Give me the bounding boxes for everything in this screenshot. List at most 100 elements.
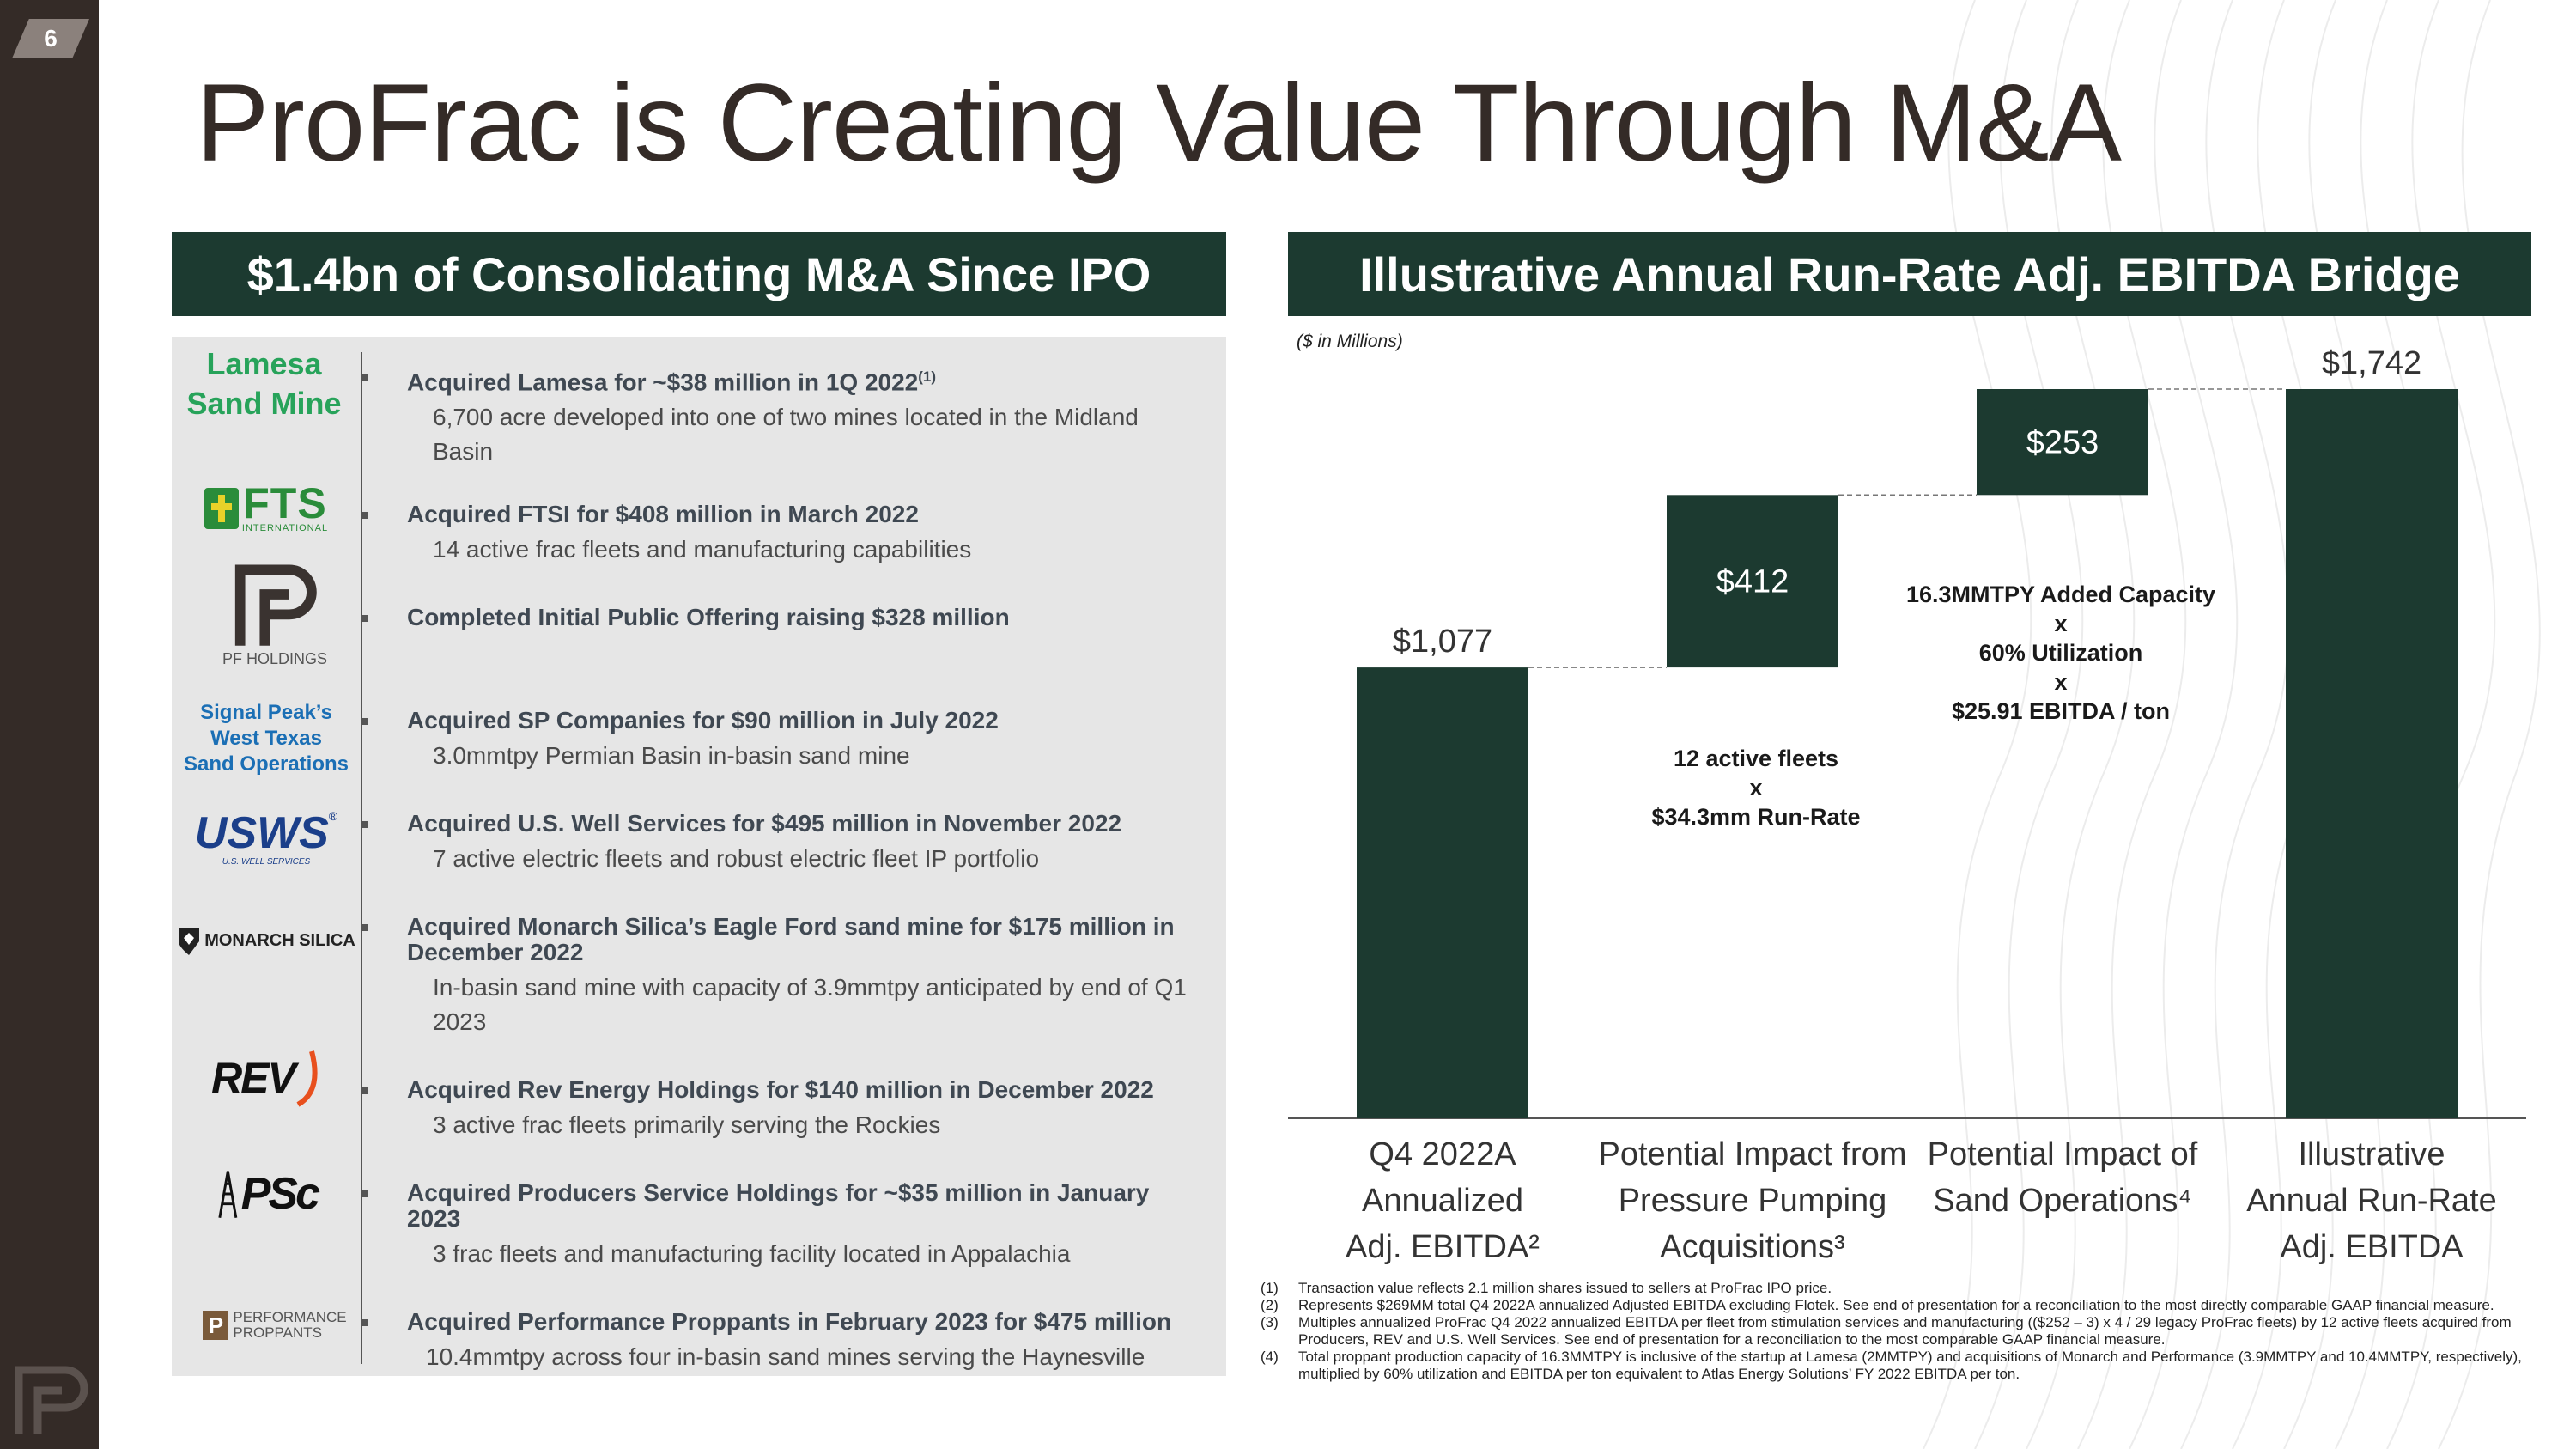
usws-logo: USWS ® U.S. WELL SERVICES: [180, 803, 352, 872]
page-title: ProFrac is Creating Value Through M&A: [196, 62, 2122, 185]
footnote-number: (1): [1261, 1280, 1279, 1296]
performance-logo-line2: PROPPANTS: [233, 1324, 322, 1341]
chart-units-note: ($ in Millions): [1297, 332, 1403, 351]
x-category-label: Illustrative Annual Run-Rate Adj. EBITDA: [2208, 1131, 2535, 1270]
footnote: (3) Multiples annualized ProFrac Q4 2022 …: [1261, 1314, 2557, 1349]
timeline-entry-rev: Acquired Rev Energy Holdings for $140 mi…: [361, 1076, 1197, 1142]
usws-registered: ®: [328, 808, 338, 823]
annotation-line: $34.3mm Run-Rate: [1651, 804, 1861, 830]
x-category-line: Adj. EBITDA²: [1346, 1229, 1540, 1265]
x-category-label: Potential Impact of Sand Operations⁴: [1899, 1131, 2226, 1224]
annotation-line: 12 active fleets: [1673, 746, 1839, 771]
fts-logo-sub: INTERNATIONAL: [241, 523, 329, 533]
timeline-description: 3 frac fleets and manufacturing facility…: [433, 1240, 1071, 1267]
footnote: (2) Represents $269MM total Q4 2022A annu…: [1261, 1297, 2557, 1314]
x-category-line: Annualized: [1361, 1183, 1524, 1219]
timeline-entry-sp-companies: Acquired SP Companies for $90 million in…: [361, 707, 1197, 773]
timeline-entry-usws: Acquired U.S. Well Services for $495 mil…: [361, 810, 1197, 876]
signal-peak-logo: Signal Peak’s West Texas Sand Operations: [176, 697, 356, 779]
timeline-bullet: [361, 1087, 368, 1094]
timeline-headline: Acquired Producers Service Holdings for …: [407, 1179, 1150, 1232]
footnote-text: Transaction value reflects 2.1 million s…: [1298, 1280, 1832, 1296]
x-category-line: Sand Operations⁴: [1933, 1183, 2192, 1219]
footnote-text: Total proppant production capacity of 16…: [1298, 1349, 2522, 1382]
signal-peak-line2: West Texas: [210, 726, 322, 750]
timeline-entry-lamesa: Acquired Lamesa for ~$38 million in 1Q 2…: [361, 364, 1197, 469]
annotation-line: $25.91 EBITDA / ton: [1951, 698, 2171, 724]
timeline-bullet: [361, 718, 368, 725]
rev-logo-text: REV: [211, 1054, 296, 1102]
fts-logo-text: FTS: [243, 479, 327, 527]
x-category-line: Annual Run-Rate: [2246, 1183, 2497, 1219]
x-category-line: Adj. EBITDA: [2280, 1229, 2464, 1265]
timeline-headline: Acquired FTSI for $408 million in March …: [407, 501, 919, 527]
psc-logo-text: PSc: [240, 1169, 320, 1219]
footnote: (1) Transaction value reflects 2.1 millio…: [1261, 1280, 2557, 1297]
page-number: 6: [12, 19, 89, 58]
timeline-bullet: [361, 1190, 368, 1197]
signal-peak-line1: Signal Peak’s: [200, 700, 332, 724]
timeline-entry-ftsi: Acquired FTSI for $408 million in March …: [361, 501, 1197, 567]
x-category-line: Illustrative: [2298, 1136, 2445, 1172]
timeline-description: 14 active frac fleets and manufacturing …: [433, 536, 972, 563]
x-category-label: Potential Impact from Pressure Pumping A…: [1589, 1131, 1916, 1270]
timeline-bullet: [361, 374, 368, 381]
timeline-bullet: [361, 512, 368, 519]
monarch-silica-logo: MONARCH SILICA: [176, 919, 356, 962]
timeline-headline: Acquired Rev Energy Holdings for $140 mi…: [407, 1076, 1154, 1103]
sand-operations-annotation: 16.3MMTPY Added Capacity x 60% Utilizati…: [1889, 580, 2233, 726]
rev-logo: REV: [185, 1044, 352, 1112]
timeline-headline: Acquired Lamesa for ~$38 million in 1Q 2…: [407, 368, 919, 396]
pf-holdings-icon: [234, 564, 317, 646]
footnotes: (1) Transaction value reflects 2.1 millio…: [1261, 1280, 2557, 1383]
timeline-line: [361, 352, 362, 1364]
x-category-line: Potential Impact of: [1927, 1136, 2198, 1172]
footnote-ref: (1): [918, 368, 937, 385]
timeline-entry-producers: Acquired Producers Service Holdings for …: [361, 1179, 1197, 1271]
pressure-pumping-annotation: 12 active fleets x $34.3mm Run-Rate: [1649, 744, 1863, 831]
footnote: (4) Total proppant production capacity of…: [1261, 1349, 2557, 1383]
x-category-label: Q4 2022A Annualized Adj. EBITDA²: [1279, 1131, 1606, 1270]
timeline-description: 6,700 acre developed into one of two min…: [433, 404, 1139, 466]
monarch-logo-text: MONARCH SILICA: [204, 930, 355, 950]
timeline-description: In-basin sand mine with capacity of 3.9m…: [433, 974, 1187, 1035]
timeline-description: 3.0mmtpy Permian Basin in-basin sand min…: [433, 742, 910, 769]
footnote-number: (2): [1261, 1297, 1279, 1313]
performance-logo-line1: PERFORMANCE: [233, 1309, 347, 1325]
fts-mark-icon: [204, 488, 239, 529]
timeline-headline: Acquired SP Companies for $90 million in…: [407, 707, 999, 734]
lamesa-logo: Lamesa Sand Mine: [176, 345, 352, 423]
signal-peak-line3: Sand Operations: [183, 752, 349, 776]
lamesa-logo-line2: Sand Mine: [186, 386, 342, 421]
timeline-bullet: [361, 821, 368, 828]
timeline-description: 10.4mmtpy across four in-basin sand mine…: [426, 1343, 1145, 1370]
timeline-description: 3 active frac fleets primarily serving t…: [433, 1111, 941, 1138]
x-category-line: Potential Impact from: [1598, 1136, 1907, 1172]
timeline-entry-monarch: Acquired Monarch Silica’s Eagle Ford san…: [361, 914, 1197, 1039]
fts-logo: FTS INTERNATIONAL: [189, 479, 343, 534]
derrick-icon: [218, 1171, 238, 1219]
footnote-text: Multiples annualized ProFrac Q4 2022 ann…: [1298, 1314, 2512, 1348]
footnote-number: (4): [1261, 1349, 1279, 1365]
x-category-line: Q4 2022A: [1369, 1136, 1516, 1172]
annotation-line: x: [2054, 611, 2068, 636]
annotation-line: 16.3MMTPY Added Capacity: [1905, 581, 2216, 607]
x-category-line: Acquisitions³: [1660, 1229, 1845, 1265]
right-banner: Illustrative Annual Run-Rate Adj. EBITDA…: [1288, 232, 2531, 316]
monarch-shield-icon: [179, 928, 200, 955]
timeline-headline: Acquired U.S. Well Services for $495 mil…: [407, 810, 1122, 837]
footnote-text: Represents $269MM total Q4 2022A annuali…: [1298, 1297, 2494, 1313]
ma-timeline-panel: [172, 337, 1226, 1376]
timeline-bullet: [361, 1319, 368, 1326]
x-category-line: Pressure Pumping: [1618, 1183, 1887, 1219]
annotation-line: 60% Utilization: [1978, 640, 2143, 666]
psc-logo: PSc: [215, 1155, 320, 1233]
timeline-headline: Acquired Performance Proppants in Februa…: [407, 1308, 1172, 1335]
timeline-headline: Completed Initial Public Offering raisin…: [407, 604, 1010, 630]
timeline-bullet: [361, 615, 368, 622]
performance-proppants-logo: P PERFORMANCE PROPPANTS: [189, 1304, 361, 1347]
timeline-entry-performance: Acquired Performance Proppants in Februa…: [361, 1308, 1197, 1374]
performance-mark-icon: P: [203, 1311, 229, 1340]
annotation-line: x: [1749, 775, 1763, 801]
lamesa-logo-line1: Lamesa: [206, 346, 322, 381]
